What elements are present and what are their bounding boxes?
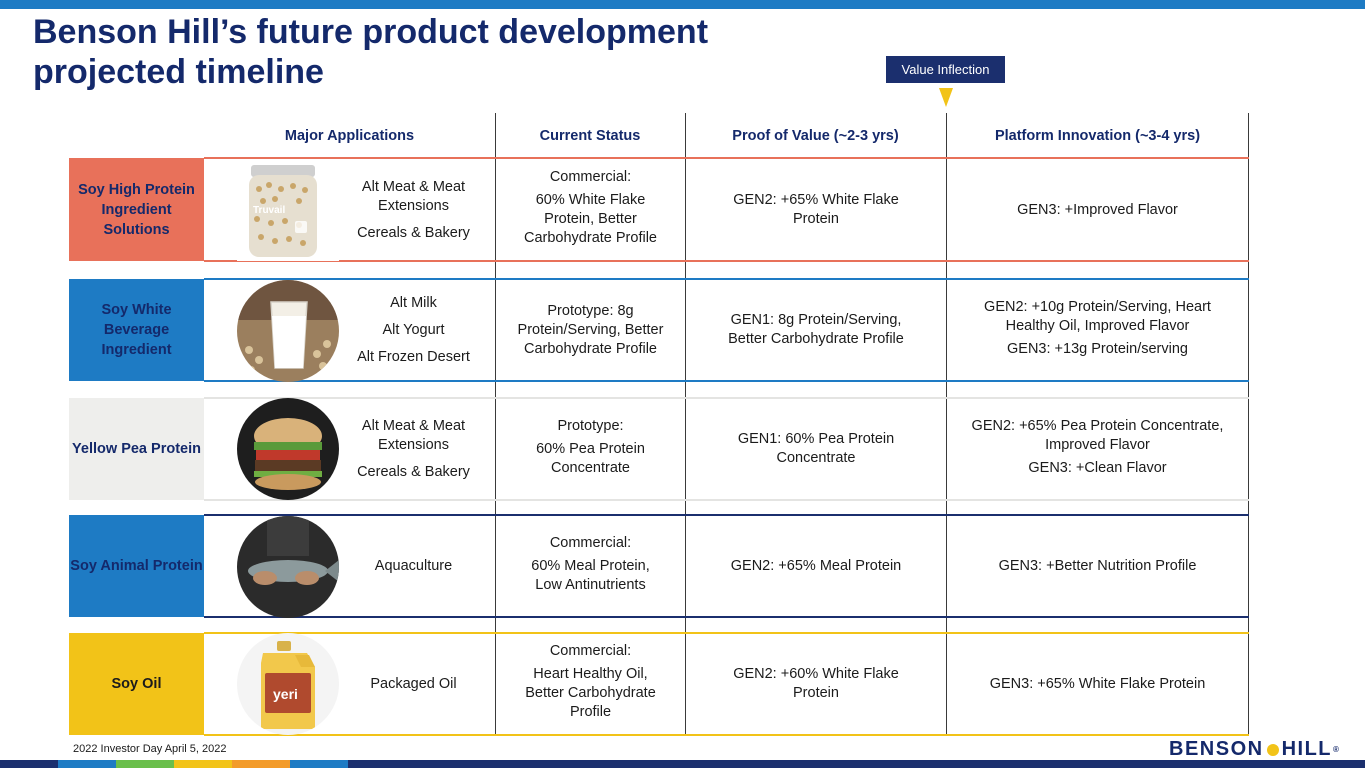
platform-text: GEN3: +Improved Flavor — [1017, 201, 1178, 218]
row-border — [204, 734, 1249, 736]
row-border — [204, 260, 1249, 262]
row-1-status: Commercial: 60% White Flake Protein, Bet… — [496, 160, 685, 260]
row-2-proof: GEN1: 8g Protein/Serving, Better Carbohy… — [686, 280, 946, 380]
application-item: Cereals & Bakery — [357, 463, 470, 480]
status-kind: Prototype: — [557, 417, 624, 434]
row-1-applications: Alt Meat & Meat Extensions Cereals & Bak… — [339, 160, 488, 260]
application-item: Alt Frozen Desert — [357, 348, 470, 365]
application-item: Aquaculture — [374, 557, 453, 574]
jar-brand-text: Truvail — [253, 205, 285, 216]
row-border — [204, 397, 1249, 399]
row-4-proof: GEN2: +65% Meal Protein — [686, 516, 946, 616]
truvail-jar-image: Truvail — [237, 159, 339, 261]
logo-text-right: HILL — [1281, 738, 1333, 760]
milk-glass-image — [237, 280, 339, 382]
row-5-platform: GEN3: +65% White Flake Protein — [947, 634, 1248, 734]
color-segment — [58, 760, 116, 768]
column-divider — [946, 113, 947, 736]
page-title: Benson Hill’s future product development… — [33, 13, 709, 91]
application-item: Cereals & Bakery — [357, 224, 470, 241]
row-label-soy-animal-protein: Soy Animal Protein — [69, 515, 204, 617]
status-detail: 60% Pea Protein Concentrate — [536, 440, 645, 476]
row-4-status: Commercial: 60% Meal Protein, Low Antinu… — [496, 516, 685, 616]
row-1-platform: GEN3: +Improved Flavor — [947, 160, 1248, 260]
platform-text: GEN3: +Better Nutrition Profile — [998, 557, 1197, 574]
row-border — [204, 514, 1249, 516]
platform-text: GEN3: +65% White Flake Protein — [989, 675, 1206, 692]
status-kind: Commercial: — [549, 169, 632, 185]
status-kind: Commercial: — [549, 643, 632, 659]
row-5-status: Commercial: Heart Healthy Oil, Better Ca… — [496, 634, 685, 734]
row-label-soy-white-beverage: Soy White Beverage Ingredient — [69, 279, 204, 381]
color-segment — [348, 760, 1365, 768]
bottom-color-bar — [0, 760, 1365, 768]
row-2-applications: Alt Milk Alt Yogurt Alt Frozen Desert — [339, 280, 488, 380]
value-inflection-marker-icon — [939, 88, 953, 107]
row-2-status: Prototype: 8g Protein/Serving, Better Ca… — [496, 280, 685, 380]
application-item: Alt Yogurt — [382, 321, 445, 338]
proof-text: GEN2: +65% White Flake Protein — [733, 192, 899, 227]
column-divider — [495, 113, 496, 736]
row-border — [204, 632, 1249, 634]
header-current-status: Current Status — [539, 128, 641, 144]
benson-hill-logo: BENSON HILL ® — [1169, 738, 1340, 761]
color-segment — [174, 760, 232, 768]
proof-text: GEN2: +65% Meal Protein — [730, 557, 902, 574]
application-item: Alt Meat & Meat Extensions — [361, 417, 466, 453]
application-item: Alt Milk — [390, 294, 437, 311]
platform-text: GEN2: +65% Pea Protein Concentrate, Impr… — [971, 417, 1224, 453]
column-divider — [685, 113, 686, 736]
header-platform-innovation: Platform Innovation (~3-4 yrs) — [994, 128, 1201, 144]
color-segment — [232, 760, 290, 768]
row-label-soy-oil: Soy Oil — [69, 633, 204, 735]
row-3-platform: GEN2: +65% Pea Protein Concentrate, Impr… — [947, 399, 1248, 499]
row-label-soy-high-protein: Soy High Protein Ingredient Solutions — [69, 158, 204, 261]
row-4-platform: GEN3: +Better Nutrition Profile — [947, 516, 1248, 616]
platform-text: GEN3: +Clean Flavor — [1028, 459, 1167, 476]
status-detail: 60% Meal Protein, Low Antinutrients — [531, 557, 650, 593]
color-segment — [0, 760, 58, 768]
status-detail: Heart Healthy Oil, Better Carbohydrate P… — [525, 666, 656, 720]
platform-text: GEN3: +13g Protein/serving — [1007, 340, 1188, 357]
header-major-applications: Major Applications — [284, 128, 415, 144]
column-divider — [1248, 113, 1249, 736]
row-border — [204, 499, 1249, 501]
row-3-status: Prototype: 60% Pea Protein Concentrate — [496, 399, 685, 499]
row-border — [204, 278, 1249, 280]
value-inflection-badge: Value Inflection — [886, 56, 1005, 83]
proof-text: GEN2: +60% White Flake Protein — [733, 666, 899, 701]
fish-in-hands-image — [237, 516, 339, 618]
platform-text: GEN2: +10g Protein/Serving, Heart Health… — [984, 298, 1211, 334]
row-label-yellow-pea-protein: Yellow Pea Protein — [69, 398, 204, 500]
color-segment — [116, 760, 174, 768]
status-kind: Commercial: — [549, 534, 632, 551]
row-border — [204, 616, 1249, 618]
header-proof-of-value: Proof of Value (~2-3 yrs) — [732, 128, 899, 144]
sun-icon — [1266, 743, 1279, 756]
yeri-oil-jug-image: yeri — [237, 633, 339, 735]
row-3-applications: Alt Meat & Meat Extensions Cereals & Bak… — [339, 399, 488, 499]
status-detail: 60% White Flake Protein, Better Carbohyd… — [524, 192, 657, 246]
row-2-platform: GEN2: +10g Protein/Serving, Heart Health… — [947, 280, 1248, 380]
jug-brand-text: yeri — [273, 686, 298, 702]
status-detail: Prototype: 8g Protein/Serving, Better Ca… — [517, 302, 664, 357]
application-item: Packaged Oil — [370, 675, 457, 692]
row-1-proof: GEN2: +65% White Flake Protein — [686, 160, 946, 260]
row-4-applications: Aquaculture — [339, 516, 488, 616]
row-5-proof: GEN2: +60% White Flake Protein — [686, 634, 946, 734]
registered-mark: ® — [1333, 745, 1341, 754]
burger-image — [237, 398, 339, 500]
row-3-proof: GEN1: 60% Pea Protein Concentrate — [686, 399, 946, 499]
row-border — [204, 157, 1249, 159]
row-border — [204, 380, 1249, 382]
footer-event-date: 2022 Investor Day April 5, 2022 — [73, 743, 227, 755]
proof-text: GEN1: 8g Protein/Serving, Better Carbohy… — [728, 312, 904, 347]
logo-text-left: BENSON — [1169, 738, 1264, 760]
row-5-applications: Packaged Oil — [339, 634, 488, 734]
proof-text: GEN1: 60% Pea Protein Concentrate — [737, 431, 895, 466]
color-segment — [290, 760, 348, 768]
application-item: Alt Meat & Meat Extensions — [361, 178, 466, 214]
top-accent-bar — [0, 0, 1365, 9]
